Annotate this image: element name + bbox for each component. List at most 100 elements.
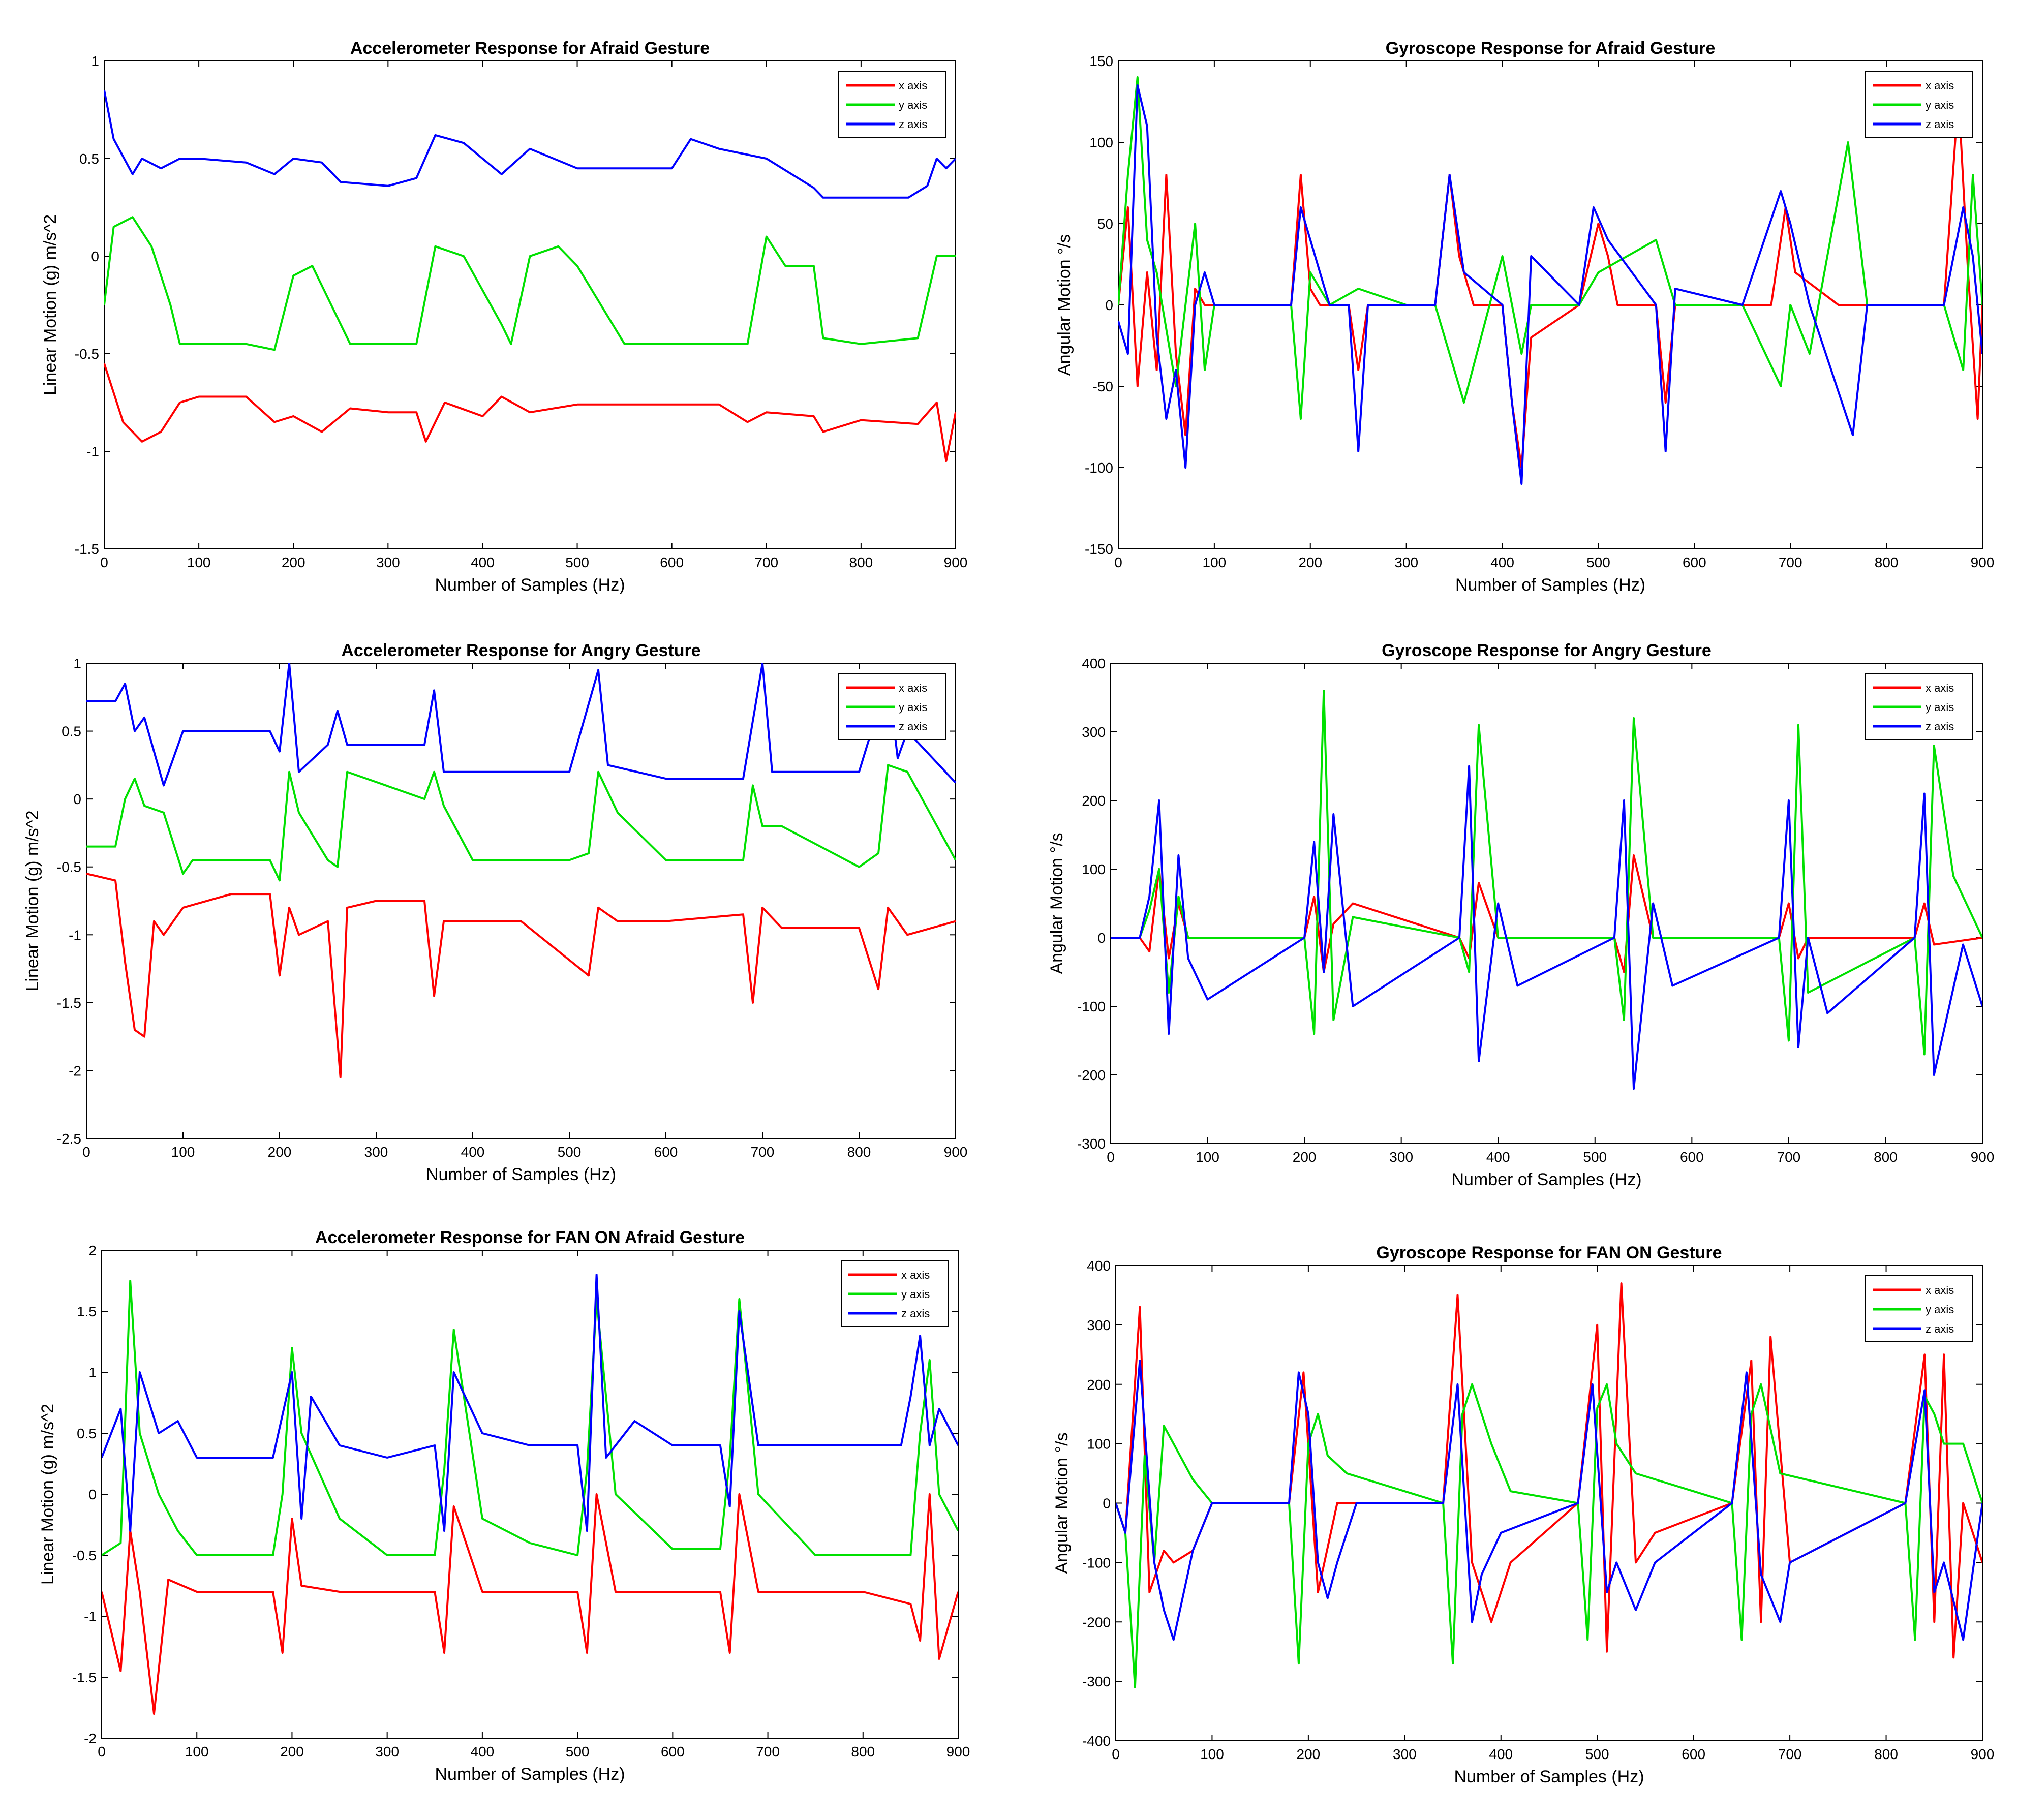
y-tick-label: 150 bbox=[1089, 53, 1113, 69]
x-tick-label: 700 bbox=[1777, 1149, 1801, 1165]
x-tick-label: 900 bbox=[1971, 1746, 1995, 1762]
x-tick-label: 400 bbox=[1486, 1149, 1510, 1165]
x-tick-label: 0 bbox=[1114, 554, 1122, 570]
x-tick-label: 400 bbox=[1490, 554, 1514, 570]
legend: x axis y axis z axis bbox=[838, 71, 946, 138]
x-tick-label: 0 bbox=[100, 554, 108, 570]
y-tick-label: -100 bbox=[1085, 460, 1113, 476]
series-line-y-axis bbox=[1116, 1383, 1982, 1688]
x-tick-label: 500 bbox=[565, 554, 589, 570]
y-tick-label: 100 bbox=[1089, 135, 1113, 150]
y-axis-label: Angular Motion °/s bbox=[1047, 832, 1066, 974]
x-tick-label: 200 bbox=[1293, 1149, 1317, 1165]
chart-panel-2: Gyroscope Response for Afraid Gesture 0 10… bbox=[1055, 39, 1994, 595]
y-tick-label: -2 bbox=[69, 1063, 81, 1078]
x-tick-label: 0 bbox=[1112, 1746, 1120, 1762]
chart-panel-3: Accelerometer Response for Angry Gesture… bbox=[23, 641, 967, 1184]
series-line-z-axis bbox=[102, 1274, 958, 1532]
y-tick-label: -400 bbox=[1082, 1733, 1111, 1749]
chart-panel-1: Accelerometer Response for Afraid Gestur… bbox=[41, 39, 967, 595]
x-tick-label: 500 bbox=[558, 1144, 582, 1160]
x-tick-label: 800 bbox=[1874, 1746, 1898, 1762]
y-tick-label: -0.5 bbox=[75, 346, 99, 362]
y-tick-label: -0.5 bbox=[57, 859, 81, 875]
y-axis-label: Angular Motion °/s bbox=[1055, 234, 1074, 376]
x-tick-label: 300 bbox=[375, 1744, 399, 1760]
legend: x axis y axis z axis bbox=[838, 673, 946, 740]
legend-entry: x axis bbox=[901, 1269, 930, 1281]
chart-panel-6: Gyroscope Response for FAN ON Gesture 0 10… bbox=[1052, 1243, 1994, 1786]
y-tick-label: -2 bbox=[84, 1731, 97, 1746]
series-line-z-axis bbox=[1118, 84, 1982, 485]
y-tick-label: -200 bbox=[1082, 1614, 1111, 1630]
y-tick-label: -2.5 bbox=[57, 1131, 81, 1147]
x-axis-label: Number of Samples (Hz) bbox=[435, 1765, 625, 1784]
legend-entry: x axis bbox=[899, 79, 927, 92]
y-tick-label: 400 bbox=[1082, 656, 1106, 671]
y-tick-label: 0 bbox=[73, 791, 81, 807]
legend-entry: z axis bbox=[1926, 1322, 1954, 1335]
series-line-x-axis bbox=[104, 363, 956, 462]
x-tick-label: 100 bbox=[171, 1144, 195, 1160]
legend-entry: z axis bbox=[901, 1307, 930, 1320]
chart-panel-5: Accelerometer Response for FAN ON Afraid… bbox=[38, 1228, 970, 1784]
x-tick-label: 900 bbox=[1971, 1149, 1995, 1165]
y-tick-label: 2 bbox=[88, 1243, 97, 1258]
x-tick-label: 600 bbox=[1683, 554, 1706, 570]
x-tick-label: 700 bbox=[1779, 554, 1802, 570]
x-tick-label: 500 bbox=[1585, 1746, 1609, 1762]
y-tick-label: 300 bbox=[1082, 724, 1106, 740]
y-tick-label: -1.5 bbox=[57, 995, 81, 1011]
x-tick-label: 700 bbox=[756, 1744, 780, 1760]
x-axis-label: Number of Samples (Hz) bbox=[435, 575, 625, 595]
x-axis-label: Number of Samples (Hz) bbox=[1455, 575, 1645, 595]
x-tick-label: 400 bbox=[471, 1744, 495, 1760]
legend-entry: y axis bbox=[1926, 99, 1954, 111]
series-line-x-axis bbox=[86, 873, 956, 1078]
y-tick-label: 0.5 bbox=[62, 724, 81, 739]
y-tick-label: -1 bbox=[86, 444, 99, 459]
x-tick-label: 0 bbox=[1107, 1149, 1115, 1165]
y-tick-label: 200 bbox=[1082, 793, 1106, 809]
x-tick-label: 300 bbox=[364, 1144, 388, 1160]
plot-area bbox=[86, 663, 956, 1139]
x-tick-label: 900 bbox=[944, 1144, 968, 1160]
series-line-z-axis bbox=[104, 90, 956, 199]
chart-title: Gyroscope Response for FAN ON Gesture bbox=[1376, 1243, 1722, 1262]
legend-entry: x axis bbox=[1926, 682, 1954, 694]
x-tick-label: 600 bbox=[1682, 1746, 1705, 1762]
y-tick-label: 200 bbox=[1087, 1377, 1111, 1393]
legend-entry: y axis bbox=[901, 1288, 930, 1301]
y-axis-label: Angular Motion °/s bbox=[1052, 1432, 1072, 1574]
y-tick-label: -1.5 bbox=[75, 541, 99, 557]
y-tick-label: 0 bbox=[91, 249, 99, 264]
chart-panel-4: Gyroscope Response for Angry Gesture 0 100… bbox=[1047, 641, 1994, 1189]
chart-title: Accelerometer Response for Angry Gesture bbox=[341, 641, 700, 660]
x-tick-label: 100 bbox=[185, 1744, 209, 1760]
x-tick-label: 800 bbox=[1874, 1149, 1898, 1165]
y-tick-label: 0 bbox=[88, 1487, 97, 1502]
chart-title: Accelerometer Response for Afraid Gestur… bbox=[350, 39, 710, 58]
y-tick-label: -50 bbox=[1093, 379, 1113, 394]
x-tick-label: 700 bbox=[751, 1144, 775, 1160]
chart-title: Accelerometer Response for FAN ON Afraid… bbox=[315, 1228, 745, 1247]
legend-entry: z axis bbox=[899, 720, 927, 733]
legend-entry: y axis bbox=[1926, 701, 1954, 714]
x-tick-label: 300 bbox=[1389, 1149, 1413, 1165]
y-tick-label: -150 bbox=[1085, 541, 1113, 557]
x-tick-label: 400 bbox=[461, 1144, 485, 1160]
y-tick-label: -1 bbox=[84, 1609, 97, 1624]
x-tick-label: 800 bbox=[851, 1744, 875, 1760]
x-tick-label: 200 bbox=[280, 1744, 304, 1760]
legend-entry: y axis bbox=[899, 99, 927, 111]
x-tick-label: 300 bbox=[376, 554, 400, 570]
y-tick-label: 50 bbox=[1097, 216, 1113, 232]
legend: x axis y axis z axis bbox=[1865, 1275, 1973, 1342]
y-tick-label: -100 bbox=[1082, 1555, 1111, 1570]
series-line-y-axis bbox=[104, 216, 956, 351]
series-line-y-axis bbox=[1118, 76, 1982, 420]
y-tick-label: 100 bbox=[1087, 1436, 1111, 1452]
series-line-z-axis bbox=[1116, 1360, 1982, 1641]
legend-entry: z axis bbox=[1926, 720, 1954, 733]
